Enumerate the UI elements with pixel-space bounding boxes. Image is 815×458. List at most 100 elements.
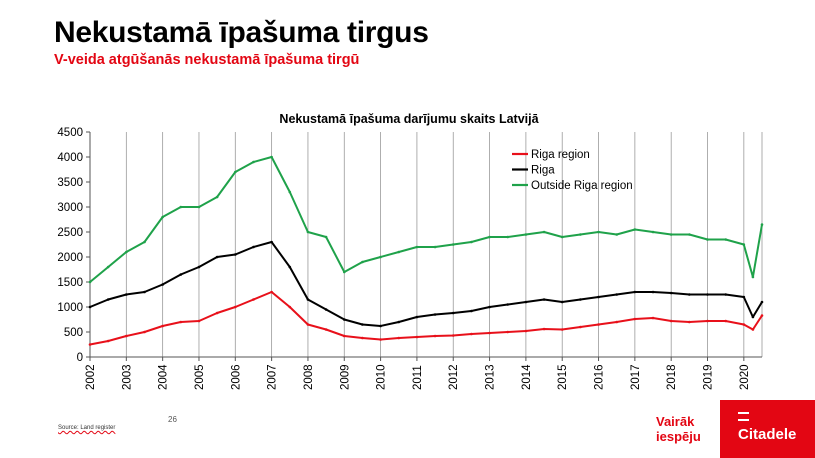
data-point	[597, 230, 600, 234]
x-tick-label: 2008	[303, 364, 315, 390]
data-point	[106, 265, 110, 269]
data-point	[433, 334, 437, 338]
data-point	[88, 305, 92, 309]
chart-legend: Riga region Riga Outside Riga region	[512, 149, 633, 192]
data-point	[324, 235, 328, 239]
data-point	[706, 319, 709, 323]
data-point	[760, 300, 764, 304]
data-point	[197, 319, 201, 323]
x-tick-label: 2018	[666, 364, 678, 390]
series-line-1	[89, 241, 763, 327]
data-point	[342, 318, 346, 321]
data-point	[215, 255, 219, 259]
data-point	[470, 332, 473, 336]
data-point	[306, 230, 310, 234]
y-tick-label: 4500	[57, 127, 83, 139]
x-tick-label: 2003	[121, 364, 133, 390]
data-point	[506, 235, 510, 239]
data-point	[342, 270, 346, 274]
data-point	[633, 317, 637, 321]
source-note: Source: Land register	[58, 425, 116, 431]
data-point	[651, 290, 655, 294]
data-point	[270, 155, 273, 159]
data-point	[669, 233, 673, 236]
data-point	[688, 233, 691, 236]
data-point	[524, 329, 528, 333]
x-tick-label: 2004	[158, 364, 170, 390]
data-point	[233, 305, 237, 309]
data-point	[415, 315, 419, 319]
x-tick-label: 2016	[594, 364, 606, 390]
data-point	[724, 293, 727, 296]
data-point	[597, 323, 600, 326]
data-point	[542, 327, 546, 331]
data-point	[669, 291, 673, 295]
data-point	[560, 328, 564, 331]
data-point	[615, 293, 619, 296]
data-point	[379, 255, 382, 259]
data-point	[579, 298, 582, 301]
data-point	[306, 323, 310, 326]
data-point	[560, 235, 564, 239]
x-tick-label: 2012	[448, 364, 460, 390]
data-point	[179, 320, 183, 324]
slide-title: Nekustamā īpašuma tirgus	[54, 16, 429, 49]
y-tick-label: 1000	[57, 302, 83, 314]
data-point	[615, 320, 619, 324]
data-point	[397, 336, 401, 340]
x-tick-label: 2009	[339, 364, 351, 390]
x-tick-label: 2014	[521, 364, 533, 390]
data-point	[88, 343, 92, 346]
data-point	[270, 290, 273, 294]
data-point	[125, 293, 128, 296]
slide-subtitle: V-veida atgūšanās nekustamā īpašuma tirg…	[54, 52, 360, 68]
data-point	[524, 300, 528, 304]
x-tick-label: 2020	[739, 364, 751, 390]
data-point	[306, 298, 310, 301]
data-point	[415, 245, 419, 249]
gridlines	[89, 132, 763, 357]
data-point	[579, 233, 582, 236]
series-line-0	[89, 291, 763, 346]
data-point	[161, 215, 164, 219]
x-tick-label: 2015	[557, 364, 569, 390]
data-point	[724, 238, 727, 241]
slogan-line-2: iespēju	[656, 429, 701, 444]
data-point	[542, 230, 546, 234]
data-point	[488, 235, 491, 239]
data-point	[470, 309, 473, 313]
data-point	[252, 298, 255, 301]
x-tick-label: 2010	[376, 364, 388, 390]
data-point	[197, 265, 201, 269]
series-line-2	[89, 156, 763, 283]
data-point	[488, 305, 491, 309]
data-point	[397, 320, 401, 324]
brand-name: Citadele	[738, 426, 797, 443]
data-point	[252, 160, 255, 164]
data-point	[88, 280, 92, 284]
data-point	[324, 308, 328, 311]
data-point	[161, 324, 164, 328]
y-tick-label: 2500	[57, 227, 83, 239]
x-tick-label: 2017	[630, 364, 642, 390]
data-point	[615, 233, 619, 236]
legend-label-0: Riga region	[531, 149, 590, 161]
y-tick-label: 2000	[57, 252, 83, 264]
slogan-line-1: Vairāk	[656, 414, 695, 429]
data-point	[706, 238, 709, 241]
chart-title: Nekustamā īpašuma darījumu skaits Latvij…	[279, 112, 539, 126]
data-point	[751, 315, 755, 319]
data-point	[342, 334, 346, 338]
data-point	[161, 283, 164, 286]
data-point	[197, 205, 201, 209]
citadele-mark-icon	[738, 412, 749, 421]
data-point	[560, 300, 564, 304]
x-tick-label: 2005	[194, 364, 206, 390]
y-tick-label: 3500	[57, 177, 83, 189]
data-point	[742, 295, 746, 299]
data-point	[451, 334, 455, 337]
data-point	[506, 330, 510, 334]
data-point	[415, 335, 419, 339]
data-point	[751, 275, 755, 279]
